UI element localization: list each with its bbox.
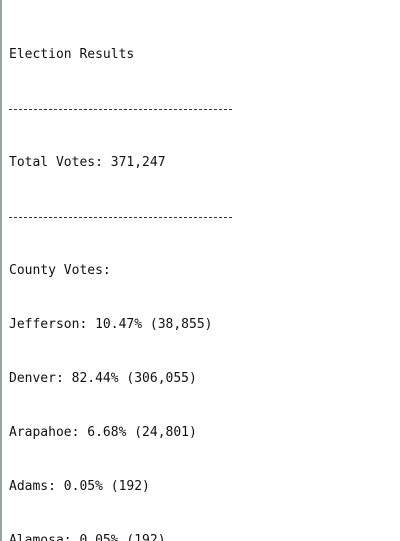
total-votes-line: Total Votes: 371,247 xyxy=(9,155,166,170)
county-line: Jefferson: 10.47% (38,855) xyxy=(9,317,213,332)
county-line: Denver: 82.44% (306,055) xyxy=(9,371,197,386)
county-line: Arapahoe: 6.68% (24,801) xyxy=(9,425,197,440)
election-results-text: Election Results Total Votes: 371,247 Co… xyxy=(9,10,314,541)
county-line: Adams: 0.05% (192) xyxy=(9,479,150,494)
results-title: Election Results xyxy=(9,47,135,62)
editor-left-border xyxy=(0,0,2,541)
county-votes-header: County Votes: xyxy=(9,263,111,278)
divider xyxy=(9,100,314,118)
county-line: Alamosa: 0.05% (192) xyxy=(9,533,166,541)
divider xyxy=(9,208,314,226)
